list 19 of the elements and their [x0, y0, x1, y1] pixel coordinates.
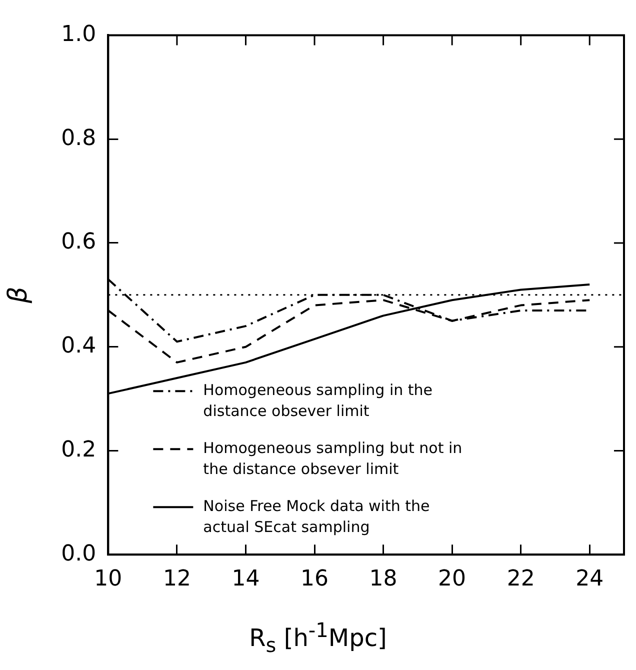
- legend-label: Homogeneous sampling in the distance obsever limit: [203, 380, 433, 420]
- x-tick-label: 22: [506, 566, 535, 592]
- x-tick-label: 18: [369, 566, 398, 592]
- legend-label: Homogeneous sampling but not in the distance obsever limit: [203, 438, 462, 478]
- legend-label: Noise Free Mock data with the actual SEcat sampling: [203, 496, 430, 536]
- x-tick-label: 14: [232, 566, 260, 592]
- y-axis-title: β: [3, 286, 34, 304]
- y-tick-label: 0.4: [61, 334, 96, 359]
- y-tick-label: 1.0: [61, 22, 96, 47]
- x-tick-label: 20: [438, 566, 466, 592]
- x-axis-title: R$_{s}$ [h$^{-1}$Mpc]: [248, 618, 388, 657]
- y-tick-label: 0.2: [61, 437, 96, 462]
- y-tick-label: 0.0: [61, 541, 96, 566]
- x-tick-label: 12: [162, 566, 191, 592]
- y-tick-label: 0.8: [61, 126, 96, 151]
- x-tick-label: 10: [94, 566, 122, 592]
- x-tick-label: 16: [300, 566, 329, 592]
- y-tick-label: 0.6: [61, 230, 96, 255]
- x-tick-label: 24: [576, 566, 604, 592]
